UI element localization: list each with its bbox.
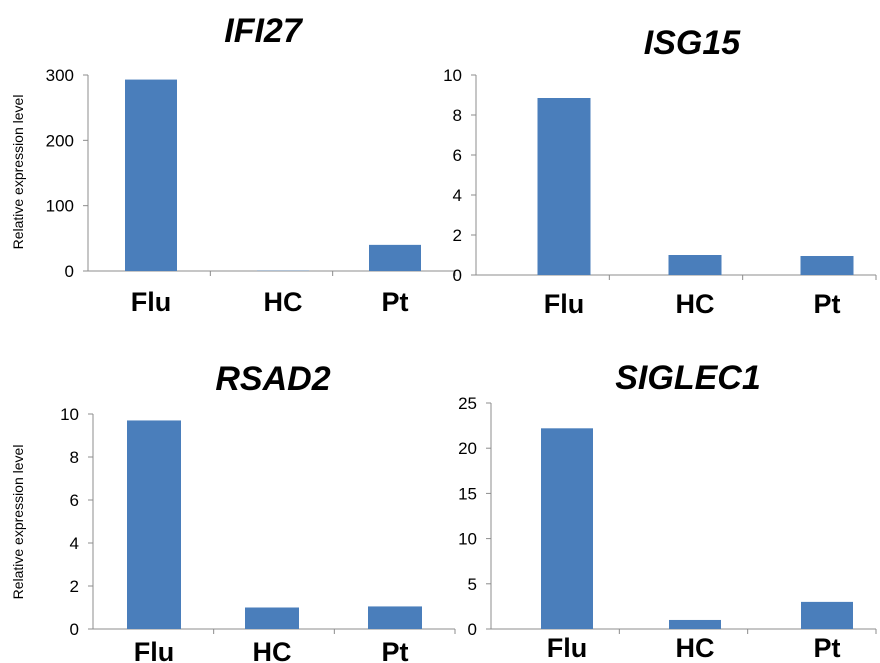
panel-4-bar-hc xyxy=(669,619,721,629)
panel-3-category-label: Flu xyxy=(134,637,175,663)
panel-3-bar-hc xyxy=(245,607,299,629)
panel-4-title: SIGLEC1 xyxy=(615,359,760,397)
panel-4-category-label: Pt xyxy=(814,633,841,663)
panel-1-y-axis-label: Relative expression level xyxy=(10,95,26,250)
panel-4-y-tick-label: 5 xyxy=(468,575,477,594)
panel-3-title: RSAD2 xyxy=(215,360,330,398)
panel-2-y-tick-label: 10 xyxy=(443,66,462,85)
panel-4-y-tick-label: 25 xyxy=(458,394,477,413)
panel-2-title: ISG15 xyxy=(644,24,741,62)
panel-1-category-label: HC xyxy=(264,287,303,317)
panel-2-bar-hc xyxy=(668,255,722,275)
panel-1-y-tick-label: 0 xyxy=(65,262,74,281)
panel-1-category-label: Pt xyxy=(382,287,409,317)
panel-1-y-tick-label: 200 xyxy=(46,131,74,150)
panel-3-y-axis-label: Relative expression level xyxy=(10,445,26,600)
panel-3-y-tick-label: 10 xyxy=(60,405,79,424)
panel-1-bar-pt xyxy=(369,244,421,271)
panel-4-category-label: HC xyxy=(676,633,715,663)
panel-4-bar-pt xyxy=(801,601,853,629)
panel-3-y-tick-label: 6 xyxy=(70,491,79,510)
panel-3-category-label: Pt xyxy=(382,637,409,663)
panel-4-y-tick-label: 0 xyxy=(468,620,477,639)
panel-3-y-tick-label: 0 xyxy=(70,620,79,639)
panel-2-category-label: HC xyxy=(676,289,715,319)
panel-2-y-tick-label: 0 xyxy=(453,266,462,285)
panel-4-y-tick-label: 20 xyxy=(458,439,477,458)
panel-1-title: IFI27 xyxy=(224,12,304,50)
panel-1-bar-flu xyxy=(125,79,177,271)
panel-2-bar-pt xyxy=(800,256,854,275)
panel-3-y-tick-label: 2 xyxy=(70,577,79,596)
panel-2-y-tick-label: 2 xyxy=(453,226,462,245)
panel-1-category-label: Flu xyxy=(131,287,172,317)
panel-2-y-tick-label: 6 xyxy=(453,146,462,165)
panel-2-category-label: Pt xyxy=(814,289,841,319)
panel-2-bar-flu xyxy=(537,98,591,275)
panel-2-category-label: Flu xyxy=(544,289,585,319)
panel-4-y-tick-label: 15 xyxy=(458,484,477,503)
panel-3-bar-pt xyxy=(368,606,422,629)
panel-4-bar-flu xyxy=(541,428,593,629)
panel-2-y-tick-label: 4 xyxy=(453,186,462,205)
panel-3-y-tick-label: 4 xyxy=(70,534,79,553)
panel-4-category-label: Flu xyxy=(547,633,588,663)
panel-1-y-tick-label: 300 xyxy=(46,66,74,85)
panel-4-y-tick-label: 10 xyxy=(458,530,477,549)
panel-3-category-label: HC xyxy=(253,637,292,663)
panel-3-bar-flu xyxy=(127,420,181,629)
panel-3-y-tick-label: 8 xyxy=(70,448,79,467)
panel-1-y-tick-label: 100 xyxy=(46,197,74,216)
panel-2-y-tick-label: 8 xyxy=(453,106,462,125)
